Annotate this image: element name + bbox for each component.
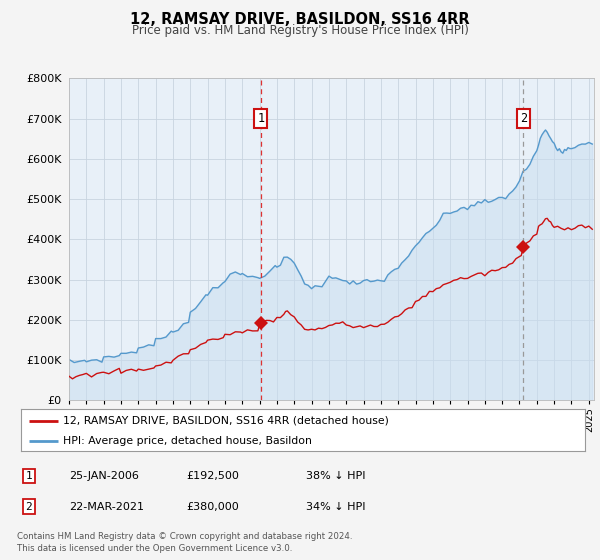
Text: 38% ↓ HPI: 38% ↓ HPI (306, 471, 365, 481)
Text: 1: 1 (25, 471, 32, 481)
Text: 22-MAR-2021: 22-MAR-2021 (69, 502, 144, 512)
Text: 1: 1 (257, 112, 265, 125)
Text: 12, RAMSAY DRIVE, BASILDON, SS16 4RR: 12, RAMSAY DRIVE, BASILDON, SS16 4RR (130, 12, 470, 27)
Text: £192,500: £192,500 (186, 471, 239, 481)
Text: HPI: Average price, detached house, Basildon: HPI: Average price, detached house, Basi… (64, 436, 312, 446)
Text: This data is licensed under the Open Government Licence v3.0.: This data is licensed under the Open Gov… (17, 544, 292, 553)
Text: Price paid vs. HM Land Registry's House Price Index (HPI): Price paid vs. HM Land Registry's House … (131, 24, 469, 37)
Text: 2: 2 (25, 502, 32, 512)
Text: 12, RAMSAY DRIVE, BASILDON, SS16 4RR (detached house): 12, RAMSAY DRIVE, BASILDON, SS16 4RR (de… (64, 416, 389, 426)
Text: 34% ↓ HPI: 34% ↓ HPI (306, 502, 365, 512)
Text: 2: 2 (520, 112, 527, 125)
Text: £380,000: £380,000 (186, 502, 239, 512)
Text: 25-JAN-2006: 25-JAN-2006 (69, 471, 139, 481)
Text: Contains HM Land Registry data © Crown copyright and database right 2024.: Contains HM Land Registry data © Crown c… (17, 532, 352, 541)
